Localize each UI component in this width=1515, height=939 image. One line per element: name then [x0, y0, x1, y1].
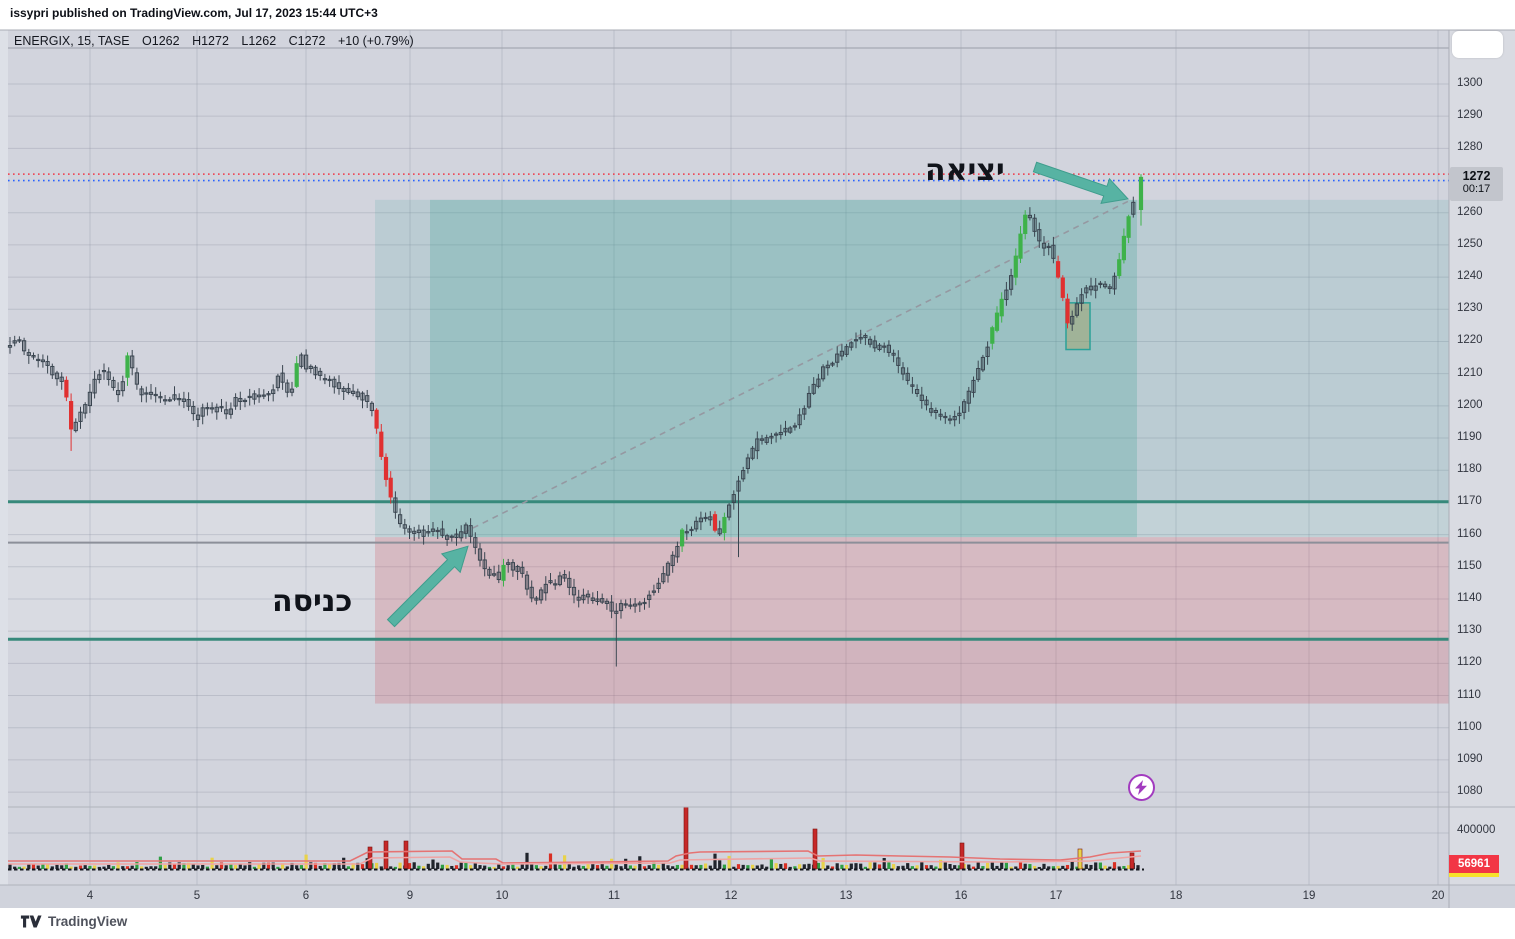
chart-plot-background[interactable] [8, 30, 1449, 885]
price-tick-label: 1200 [1457, 398, 1483, 411]
time-tick-label: 17 [1049, 890, 1063, 902]
time-tick-label: 11 [608, 890, 620, 902]
attribution-text: issypri published on TradingView.com, Ju… [10, 6, 378, 20]
price-tick-label: 1250 [1457, 237, 1483, 250]
time-tick-label: 10 [495, 890, 509, 902]
candlestick-series [7, 174, 1144, 667]
price-tick-label: 1150 [1457, 559, 1482, 572]
volume-ma-line [8, 850, 1142, 864]
price-tick-label: 1130 [1457, 624, 1482, 637]
tradingview-footer[interactable]: TradingView [20, 914, 127, 929]
time-tick-label: 19 [1302, 890, 1316, 902]
blank-overlay-box [1452, 31, 1503, 58]
price-tick-label: 1240 [1457, 270, 1483, 283]
price-tick-label: 1300 [1457, 77, 1483, 89]
time-axis-pane[interactable] [0, 885, 1515, 908]
price-tick-label: 1110 [1457, 688, 1481, 701]
exit-arrow [1032, 161, 1129, 205]
tradingview-footer-label: TradingView [48, 914, 128, 929]
price-tick-label: 1140 [1457, 591, 1482, 604]
price-tick-label: 1290 [1457, 109, 1483, 122]
last-price-value: 1272 [1462, 169, 1491, 183]
volume-badge-underline [1449, 873, 1499, 877]
profit-zone-light [375, 199, 1449, 538]
price-tick-label: 1280 [1457, 141, 1483, 154]
last-volume-badge: 56961 [1449, 855, 1499, 873]
channel-band [8, 501, 1449, 640]
volume-axis-tick: 400000 [1457, 824, 1496, 836]
symbol-title: ENERGIX, 15, TASE [14, 34, 130, 48]
time-tick-label: 5 [193, 890, 201, 902]
stop-zone [375, 537, 1449, 704]
chart-left-margin [0, 30, 8, 885]
bar-countdown: 00:17 [1462, 183, 1491, 195]
volume-ma-line [8, 855, 1142, 865]
annotation-exit-label: יציאה [925, 153, 1005, 188]
symbol-legend: ENERGIX, 15, TASE O1262 H1272 L1262 C127… [14, 34, 423, 48]
price-tick-label: 1090 [1457, 752, 1483, 765]
profit-zone [430, 199, 1137, 538]
time-tick-label: 6 [302, 890, 310, 902]
time-tick-label: 4 [86, 890, 94, 902]
time-tick-label: 20 [1431, 890, 1445, 902]
change-value: +10 (+0.79%) [337, 34, 414, 48]
ohlc-low: L1262 [241, 34, 277, 48]
price-tick-label: 1180 [1457, 463, 1482, 476]
price-tick-label: 1100 [1457, 720, 1482, 733]
time-tick-label: 9 [406, 890, 414, 902]
price-tick-label: 1230 [1457, 302, 1483, 315]
volume-series [8, 806, 1140, 870]
price-tick-label: 1220 [1457, 334, 1483, 347]
price-tick-label: 1080 [1457, 785, 1483, 798]
price-tick-label: 1120 [1457, 656, 1482, 669]
entry-arrow [386, 545, 469, 628]
time-tick-label: 16 [954, 890, 968, 902]
tradingview-logo-icon [20, 915, 42, 928]
time-tick-label: 13 [839, 890, 853, 902]
last-price-badge: 1272 00:17 [1450, 167, 1503, 201]
time-tick-label: 18 [1169, 890, 1183, 902]
ohlc-open: O1262 [142, 34, 180, 48]
ohlc-high: H1272 [192, 34, 229, 48]
trendline-dashed [462, 199, 1132, 534]
lightning-icon [1135, 780, 1147, 795]
price-tick-label: 1170 [1457, 495, 1482, 508]
price-tick-label: 1190 [1457, 431, 1482, 444]
price-tick-label: 1160 [1457, 527, 1482, 540]
price-tick-label: 1260 [1457, 205, 1483, 218]
price-tick-label: 1210 [1457, 366, 1483, 379]
time-tick-label: 12 [724, 890, 738, 902]
quick-action-button[interactable] [1128, 774, 1155, 801]
annotation-entry-label: כניסה [272, 584, 353, 619]
ohlc-close: C1272 [288, 34, 326, 48]
